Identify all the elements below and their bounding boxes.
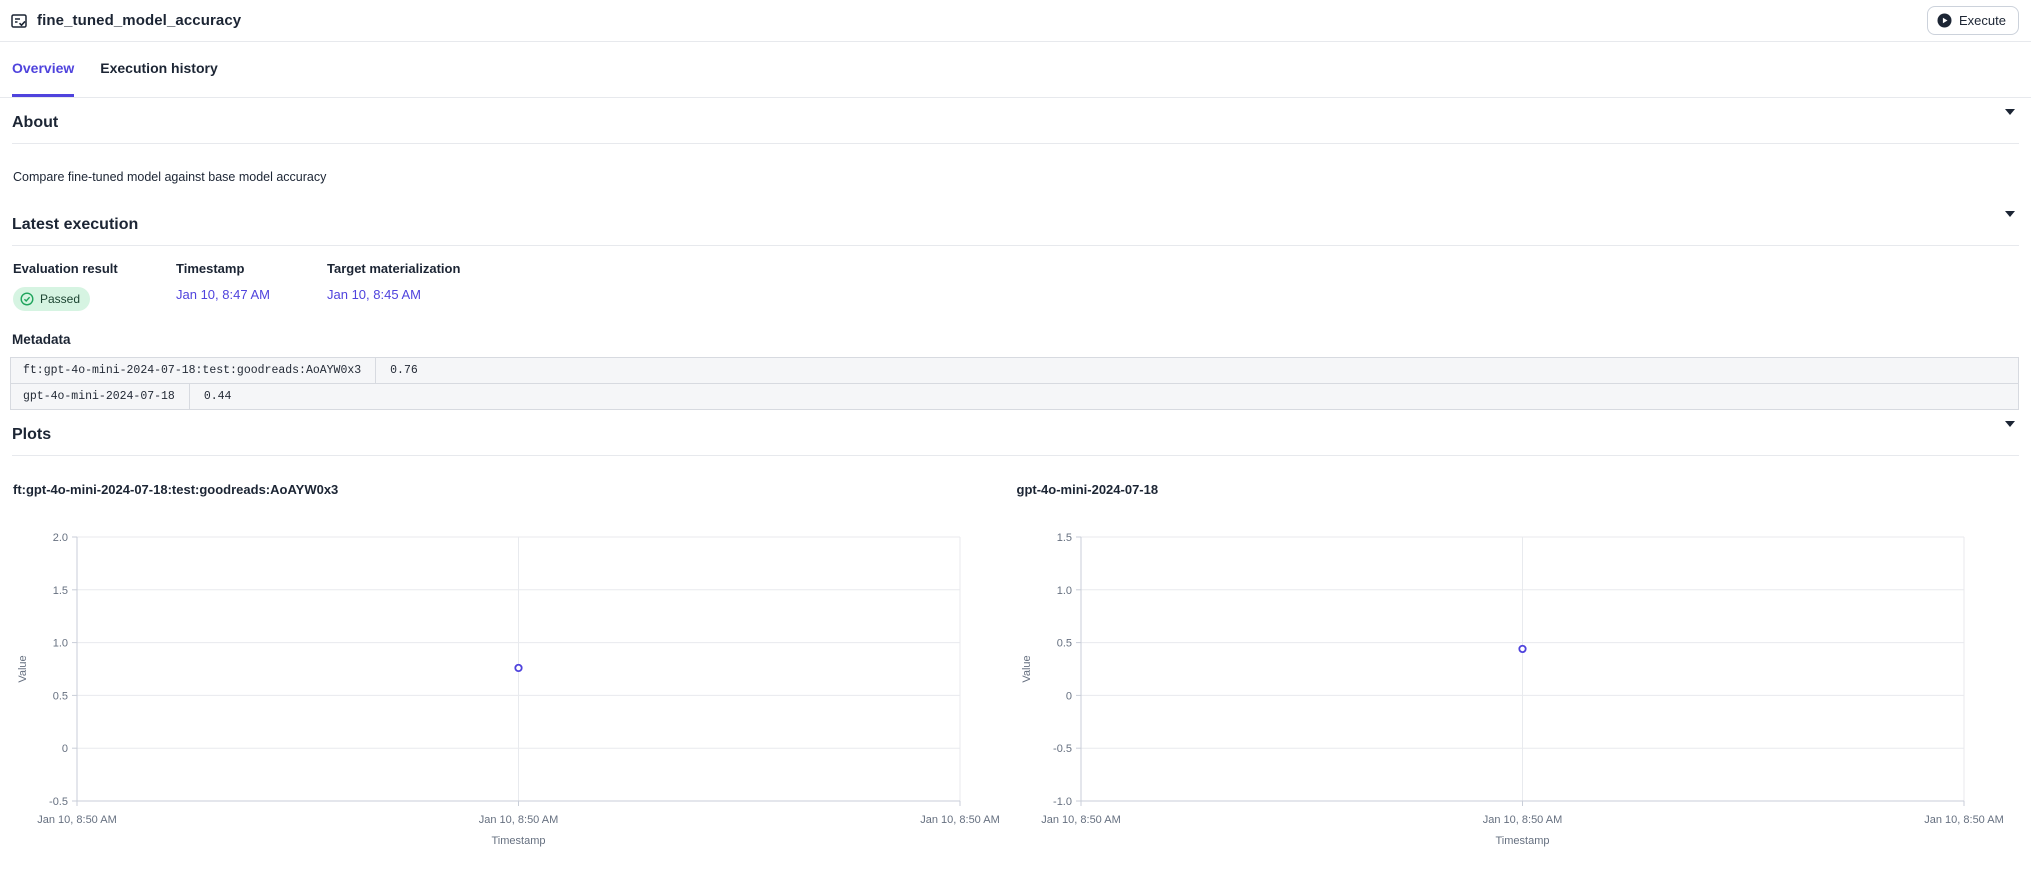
y-tick-label: -1.0	[1053, 796, 1072, 808]
scatter-chart-0[interactable]: 2.0 1.5 1.0 0.5 0 -0.5 Jan 10, 8:50 AM Jan 10, …	[12, 530, 1012, 852]
x-axis-title: Timestamp	[492, 835, 546, 847]
y-tick-label: -0.5	[1053, 743, 1072, 755]
status-badge-label: Passed	[40, 292, 81, 306]
check-circle-icon	[20, 292, 34, 306]
latest-execution-table: Evaluation result Passed Timestamp Jan 1…	[12, 246, 2019, 313]
metadata-heading: Metadata	[12, 332, 71, 347]
x-tick-label: Jan 10, 8:50 AM	[1041, 814, 1121, 826]
tab-bar: Overview Execution history	[0, 42, 2031, 98]
y-axis-title: Value	[1021, 655, 1033, 682]
x-axis-title: Timestamp	[1495, 835, 1549, 847]
metadata-value: 0.76	[390, 364, 418, 377]
metadata-key: gpt-4o-mini-2024-07-18	[11, 384, 190, 409]
chevron-down-icon	[2005, 109, 2015, 130]
column-header-evaluation-result: Evaluation result	[13, 261, 118, 276]
y-tick-label: 0.5	[1056, 638, 1071, 650]
execute-button-label: Execute	[1959, 13, 2006, 28]
y-tick-label: -0.5	[49, 796, 68, 808]
y-tick-label: 1.0	[1056, 585, 1071, 597]
plots-collapse-button[interactable]	[2001, 421, 2019, 442]
tab-overview-label: Overview	[12, 60, 75, 76]
tab-overview[interactable]: Overview	[12, 42, 75, 97]
data-point	[1517, 644, 1527, 654]
execute-button[interactable]: Execute	[1927, 6, 2019, 35]
metadata-value: 0.44	[203, 390, 232, 403]
chevron-down-icon	[2005, 421, 2015, 442]
metadata-row: gpt-4o-mini-2024-07-18 0.44	[11, 384, 2018, 409]
y-tick-label: 0	[1065, 690, 1071, 702]
about-heading: About	[12, 114, 59, 131]
latest-execution-collapse-button[interactable]	[2001, 211, 2019, 232]
charts-row: ft:gpt-4o-mini-2024-07-18:test:goodreads…	[12, 456, 2019, 852]
chart-title: ft:gpt-4o-mini-2024-07-18:test:goodreads…	[13, 482, 339, 497]
status-badge: Passed	[13, 287, 91, 311]
y-axis-title: Value	[17, 655, 29, 682]
column-header-timestamp: Timestamp	[176, 261, 245, 276]
latest-execution-section-header: Latest execution	[12, 200, 2019, 246]
latest-execution-heading: Latest execution	[12, 216, 139, 233]
data-point	[514, 663, 523, 673]
y-tick-label: 1.5	[53, 585, 68, 597]
y-tick-label: 0	[62, 743, 68, 755]
y-tick-label: 1.5	[1056, 532, 1071, 544]
plots-section-header: Plots	[12, 410, 2019, 456]
y-tick-label: 2.0	[53, 532, 68, 544]
y-tick-label: 1.0	[53, 638, 68, 650]
x-tick-label: Jan 10, 8:50 AM	[479, 814, 559, 826]
plots-heading: Plots	[12, 426, 52, 443]
chart-title: gpt-4o-mini-2024-07-18	[1016, 482, 1159, 497]
tab-execution-history[interactable]: Execution history	[100, 42, 217, 97]
tab-execution-history-label: Execution history	[100, 60, 218, 76]
metadata-table: ft:gpt-4o-mini-2024-07-18:test:goodreads…	[10, 357, 2019, 410]
page-title: fine_tuned_model_accuracy	[37, 12, 242, 29]
main-content: About Compare fine-tuned model against b…	[0, 98, 2031, 852]
metadata-row: ft:gpt-4o-mini-2024-07-18:test:goodreads…	[11, 358, 2018, 384]
x-tick-label: Jan 10, 8:50 AM	[1482, 814, 1562, 826]
x-tick-label: Jan 10, 8:50 AM	[1924, 814, 2004, 826]
target-materialization-link[interactable]: Jan 10, 8:45 AM	[327, 287, 421, 302]
about-collapse-button[interactable]	[2001, 109, 2019, 130]
about-description: Compare fine-tuned model against base mo…	[13, 169, 327, 184]
about-section-header: About	[12, 98, 2019, 144]
chart-block-finetuned: ft:gpt-4o-mini-2024-07-18:test:goodreads…	[12, 456, 1016, 852]
x-tick-label: Jan 10, 8:50 AM	[37, 814, 117, 826]
top-bar: fine_tuned_model_accuracy Execute	[0, 0, 2031, 42]
chevron-down-icon	[2005, 211, 2015, 232]
asset-check-icon	[10, 12, 28, 30]
column-header-target-materialization: Target materialization	[327, 261, 461, 276]
chart-block-base: gpt-4o-mini-2024-07-18 1.5 1.0 0.5 0 -0.5 -1.…	[1016, 456, 2020, 852]
play-icon	[1937, 13, 1952, 28]
metadata-key: ft:gpt-4o-mini-2024-07-18:test:goodreads…	[11, 358, 377, 383]
y-tick-label: 0.5	[53, 690, 68, 702]
x-tick-label: Jan 10, 8:50 AM	[920, 814, 1000, 826]
timestamp-link[interactable]: Jan 10, 8:47 AM	[176, 287, 270, 302]
scatter-chart-1[interactable]: 1.5 1.0 0.5 0 -0.5 -1.0 Jan 10, 8:50 AM Jan 10,…	[1016, 530, 2016, 852]
